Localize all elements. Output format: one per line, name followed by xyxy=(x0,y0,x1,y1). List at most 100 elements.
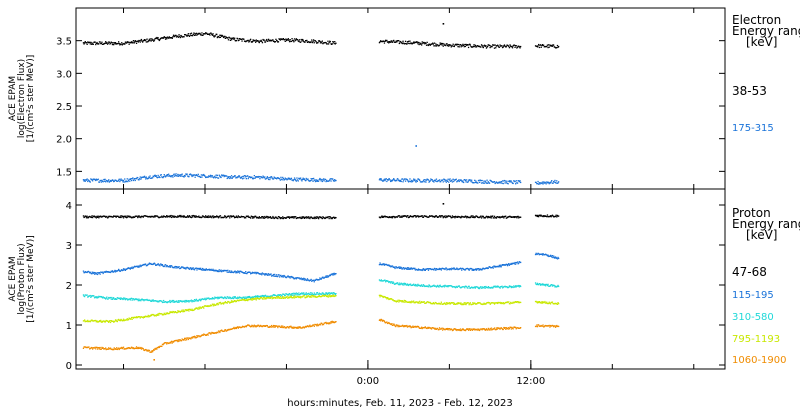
data-point-310-580 xyxy=(127,299,129,301)
data-point-38-53 xyxy=(193,32,195,34)
data-point-795-1193 xyxy=(150,314,152,317)
data-point-38-53 xyxy=(292,39,294,42)
data-point-1060-1900 xyxy=(464,329,467,332)
data-point-38-53 xyxy=(497,45,499,47)
data-point-38-53 xyxy=(397,40,399,42)
data-point-115-195 xyxy=(97,273,99,276)
data-point-175-315 xyxy=(384,180,386,182)
data-point-38-53 xyxy=(408,40,410,42)
data-point-47-68 xyxy=(122,215,124,217)
data-point-1060-1900 xyxy=(273,326,275,328)
data-point-1060-1900 xyxy=(209,332,211,334)
data-point-310-580 xyxy=(105,297,107,299)
data-point-795-1193 xyxy=(287,296,289,298)
data-point-175-315 xyxy=(458,180,460,183)
data-point-115-195 xyxy=(548,255,550,257)
data-point-38-53 xyxy=(91,42,93,44)
data-point-1060-1900 xyxy=(332,321,334,323)
data-point-310-580 xyxy=(238,297,240,299)
data-point-310-580 xyxy=(203,298,206,300)
data-point-795-1193 xyxy=(520,301,522,304)
data-point-175-315 xyxy=(218,174,220,176)
data-point-175-315 xyxy=(233,175,235,178)
data-point-38-53 xyxy=(252,39,254,41)
data-point-47-68 xyxy=(247,215,249,217)
data-point-38-53 xyxy=(380,40,382,43)
data-point-115-195 xyxy=(430,268,432,270)
data-point-115-195 xyxy=(319,277,321,279)
data-point-38-53 xyxy=(140,38,143,41)
data-point-310-580 xyxy=(119,298,122,300)
data-point-38-53 xyxy=(326,43,328,45)
data-point-1060-1900 xyxy=(187,337,189,339)
data-point-175-315 xyxy=(197,173,199,175)
data-point-175-315 xyxy=(103,178,105,181)
data-point-175-315 xyxy=(486,179,488,181)
data-point-1060-1900 xyxy=(140,348,143,350)
data-point-175-315 xyxy=(257,176,259,178)
data-point-1060-1900 xyxy=(490,329,492,331)
data-point-1060-1900 xyxy=(270,326,272,328)
data-point-115-195 xyxy=(95,273,97,275)
data-point-1060-1900 xyxy=(306,325,309,327)
data-point-175-315 xyxy=(538,183,540,185)
data-point-115-195 xyxy=(506,265,509,267)
data-point-795-1193 xyxy=(188,310,190,312)
data-point-47-68 xyxy=(321,217,323,220)
data-point-115-195 xyxy=(298,277,301,279)
data-point-47-68 xyxy=(171,215,173,217)
data-point-175-315 xyxy=(422,181,424,183)
data-point-310-580 xyxy=(127,298,130,300)
data-point-175-315 xyxy=(535,181,537,184)
data-point-47-68 xyxy=(390,216,392,219)
data-point-310-580 xyxy=(181,301,183,303)
data-point-1060-1900 xyxy=(197,336,199,338)
data-point-795-1193 xyxy=(178,310,180,312)
data-point-115-195 xyxy=(127,267,130,269)
data-point-175-315 xyxy=(466,179,468,181)
data-point-310-580 xyxy=(301,292,303,294)
data-point-310-580 xyxy=(291,294,293,296)
data-point-795-1193 xyxy=(222,302,224,304)
data-point-115-195 xyxy=(156,264,159,266)
data-point-47-68 xyxy=(335,217,337,219)
data-point-175-315 xyxy=(433,179,436,181)
data-point-38-53 xyxy=(222,35,224,37)
data-point-38-53 xyxy=(232,37,235,39)
data-point-310-580 xyxy=(261,294,264,297)
data-point-38-53 xyxy=(396,41,398,43)
data-point-38-53 xyxy=(135,42,138,44)
data-point-310-580 xyxy=(443,286,446,288)
data-point-38-53 xyxy=(511,47,514,49)
data-point-310-580 xyxy=(544,284,546,286)
data-point-310-580 xyxy=(404,283,406,286)
data-point-1060-1900 xyxy=(256,325,259,327)
data-point-1060-1900 xyxy=(188,337,191,340)
data-point-310-580 xyxy=(406,283,409,285)
data-point-38-53 xyxy=(289,39,291,41)
data-point-310-580 xyxy=(322,292,324,294)
data-point-115-195 xyxy=(105,271,107,273)
data-point-47-68 xyxy=(145,215,147,217)
data-point-175-315 xyxy=(324,178,327,181)
data-point-795-1193 xyxy=(476,303,478,305)
data-point-175-315 xyxy=(511,181,513,184)
data-point-795-1193 xyxy=(98,320,101,322)
data-point-1060-1900 xyxy=(117,348,119,350)
data-point-47-68 xyxy=(392,215,394,218)
data-point-47-68 xyxy=(509,215,511,217)
data-point-175-315 xyxy=(280,176,282,178)
data-point-47-68 xyxy=(487,215,489,218)
data-point-310-580 xyxy=(439,284,441,286)
data-point-175-315 xyxy=(501,180,504,182)
data-point-175-315 xyxy=(183,176,185,178)
data-point-38-53 xyxy=(487,45,489,48)
data-point-115-195 xyxy=(210,268,212,270)
data-point-38-53 xyxy=(548,44,550,46)
data-point-115-195 xyxy=(191,267,193,269)
data-point-1060-1900 xyxy=(301,327,304,329)
data-point-1060-1900 xyxy=(196,335,198,337)
data-point-38-53 xyxy=(446,43,448,45)
data-point-38-53 xyxy=(550,45,552,47)
data-point-1060-1900 xyxy=(434,327,436,329)
